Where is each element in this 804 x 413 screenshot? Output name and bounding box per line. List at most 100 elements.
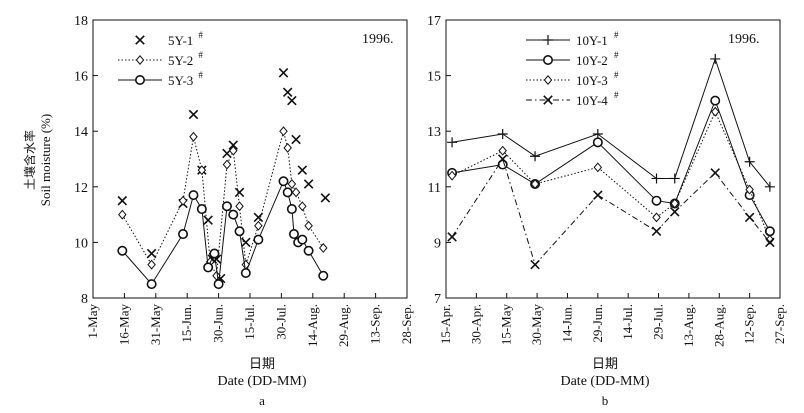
data-point (530, 259, 540, 270)
x-tick-label: 29-Jul. (651, 304, 666, 340)
series-10y-4 (447, 154, 775, 270)
data-point (651, 226, 662, 237)
data-point (147, 259, 156, 270)
legend-superscript: # (198, 70, 203, 80)
y-axis-label-en: Soil moisture (%) (38, 114, 53, 206)
legend-superscript: # (198, 50, 203, 60)
data-point (286, 204, 297, 215)
data-point (530, 151, 541, 162)
data-point (651, 195, 662, 206)
data-point (241, 237, 251, 248)
data-point (744, 156, 755, 167)
data-point (228, 209, 239, 220)
x-tick-label: 13-Aug. (681, 304, 696, 347)
series-10y-3 (447, 106, 775, 245)
y-tick-label: 12 (74, 181, 88, 196)
data-point (203, 262, 214, 273)
legend-superscript: # (198, 30, 203, 40)
data-point (592, 137, 603, 148)
series-5y-1 (117, 68, 331, 284)
legend-marker (135, 55, 145, 65)
data-point (303, 245, 314, 256)
data-point (320, 193, 331, 203)
x-tick-label: 30-May (529, 304, 544, 346)
legend-entry: 10Y-1 # (526, 30, 619, 48)
legend-label: 10Y-1 (576, 33, 608, 48)
legend-entry: 5Y-2 # (118, 50, 203, 68)
data-point (593, 190, 603, 200)
x-tick-label: 29-Aug. (336, 304, 351, 347)
data-point (288, 229, 299, 240)
y-axis-label-cn: 土壤含水率 (22, 130, 37, 190)
data-point (196, 204, 207, 215)
data-point (189, 131, 198, 142)
data-point (178, 229, 189, 240)
data-point (278, 176, 289, 187)
data-point (253, 212, 264, 223)
data-point (253, 234, 264, 245)
data-point (710, 168, 720, 178)
data-point (497, 154, 508, 164)
data-point (117, 195, 128, 206)
legend-label: 5Y-1 (168, 33, 193, 48)
data-point (254, 220, 263, 231)
x-tick-label: 13-Sep. (368, 304, 383, 344)
year-label: 1996. (728, 32, 760, 47)
x-tick-label: 28-Sep. (399, 304, 414, 344)
data-point (297, 165, 308, 175)
data-point (318, 270, 329, 281)
legend-superscript: # (614, 90, 619, 100)
year-label: 1996. (362, 32, 394, 47)
x-tick-label: 15-Jul. (242, 304, 257, 340)
x-tick-label: 15-Jun. (179, 304, 194, 343)
y-tick-label: 16 (74, 70, 88, 85)
y-tick-label: 14 (74, 125, 88, 140)
data-point (146, 279, 157, 290)
data-point (234, 187, 245, 198)
y-tick-label: 10 (74, 236, 88, 251)
data-point (188, 190, 199, 201)
data-point (213, 279, 224, 290)
y-tick-label: 11 (428, 181, 441, 196)
data-point (222, 159, 232, 170)
data-point (287, 179, 297, 189)
chart-panel-b: 7 9 11 13 15 17 15-Apr. 30-Apr. 15-May 30-May 14-J… (427, 14, 787, 408)
legend-marker (543, 35, 553, 45)
data-point (447, 170, 457, 181)
data-point (228, 140, 239, 150)
data-point (669, 207, 680, 217)
x-tick-label: 29-Jun. (590, 304, 605, 343)
y-tick-label: 7 (434, 292, 441, 307)
legend-label: 10Y-3 (576, 73, 608, 88)
series-10y-2 (447, 95, 775, 237)
series-line (451, 157, 771, 266)
data-point (710, 106, 720, 117)
data-point (530, 179, 540, 189)
series-line (451, 110, 771, 240)
data-point (234, 226, 245, 237)
data-point (240, 267, 251, 278)
legend-marker (135, 75, 146, 86)
data-point (297, 234, 308, 245)
data-point (319, 242, 328, 253)
data-point (197, 165, 207, 176)
y-tick-label: 13 (427, 125, 441, 140)
data-point (710, 95, 721, 106)
chart-panel-a: 8 10 12 14 16 18 1-May 16-May 31-May 15-Jun. 30-Ju… (74, 14, 414, 408)
x-tick-label: 1-May (85, 304, 100, 339)
data-point (765, 237, 775, 248)
legend-entry: 10Y-4 # (526, 90, 619, 108)
data-point (593, 162, 603, 173)
data-point (670, 198, 679, 209)
legend-label: 5Y-2 (168, 53, 193, 68)
data-point (282, 187, 293, 198)
x-tick-label: 27-Sep. (772, 304, 787, 344)
data-point (710, 53, 721, 64)
data-point (117, 245, 128, 256)
data-point (291, 134, 301, 145)
plot-frame (445, 19, 781, 299)
x-tick-label: 15-May (499, 304, 514, 346)
legend-marker (543, 75, 553, 85)
legend-label: 10Y-2 (576, 53, 608, 68)
